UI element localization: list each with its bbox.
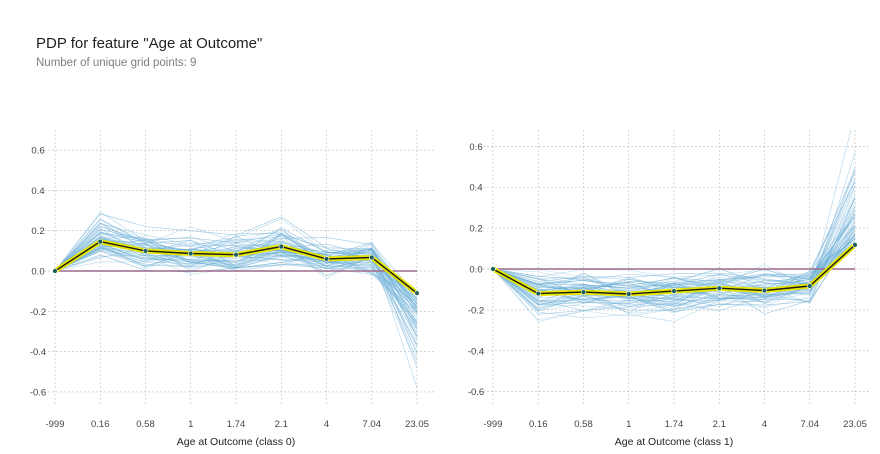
pdp-point xyxy=(761,287,768,294)
y-tick-label: 0.6 xyxy=(31,146,44,157)
x-axis-label: Age at Outcome (class 1) xyxy=(615,436,733,448)
ice-line xyxy=(54,238,418,322)
x-tick-label: 1 xyxy=(188,419,193,430)
chart-title: PDP for feature "Age at Outcome" xyxy=(36,35,263,52)
x-tick-label: 7.04 xyxy=(363,419,382,430)
x-tick-label: 2.1 xyxy=(275,419,288,430)
ice-line xyxy=(54,245,418,325)
ice-line xyxy=(54,223,418,308)
y-tick-label: 0.4 xyxy=(31,186,44,197)
x-tick-label: 0.16 xyxy=(91,419,110,430)
ice-line xyxy=(492,220,856,311)
x-tick-label: 0.58 xyxy=(574,419,593,430)
y-tick-label: 0.6 xyxy=(469,142,482,153)
ice-line xyxy=(54,244,418,310)
pdp-point xyxy=(414,290,420,296)
ice-line xyxy=(492,227,856,311)
ice-line xyxy=(54,236,418,311)
y-tick-label: 0.2 xyxy=(469,224,482,235)
x-tick-label: 1 xyxy=(626,419,631,430)
ice-line xyxy=(492,181,856,296)
ice-line xyxy=(492,171,856,293)
x-tick-label: 4 xyxy=(762,419,767,430)
ice-line xyxy=(54,234,418,342)
ice-line xyxy=(492,215,856,294)
pdp-point xyxy=(188,250,194,257)
x-tick-label: 2.1 xyxy=(713,419,726,430)
ice-line xyxy=(492,167,856,309)
y-tick-label: -0.2 xyxy=(30,307,46,318)
ice-lines xyxy=(52,211,420,388)
ice-line xyxy=(492,225,856,303)
y-tick-label: -0.2 xyxy=(468,305,484,316)
pdp-point xyxy=(278,243,284,250)
x-tick-label: 0.16 xyxy=(529,419,548,430)
y-tick-label: -0.6 xyxy=(30,387,46,398)
ice-line xyxy=(54,232,418,305)
y-tick-label: -0.6 xyxy=(468,387,484,398)
ice-line xyxy=(492,198,856,323)
y-tick-label: -0.4 xyxy=(30,347,46,358)
x-tick-label: 23.05 xyxy=(843,419,867,430)
x-tick-label: 1.74 xyxy=(665,419,684,430)
x-tick-label: -999 xyxy=(45,419,64,430)
pdp-point xyxy=(716,285,722,291)
pdp-point xyxy=(369,254,375,261)
pdp-panel-1: -0.6 -0.4 -0.2 0.0 0.2 0.4 0.6 -999 0.16 0.58 1 1.7… xyxy=(468,130,870,448)
y-tick-label: -0.4 xyxy=(468,346,484,357)
y-tick-label: 0.2 xyxy=(31,226,44,237)
ice-line xyxy=(492,238,856,295)
x-tick-label: -999 xyxy=(483,419,502,430)
pdp-point xyxy=(580,289,587,295)
y-tick-label: 0.4 xyxy=(469,183,482,194)
y-tick-label: 0.0 xyxy=(469,265,482,276)
x-tick-label: 23.05 xyxy=(405,419,429,430)
x-tick-label: 1.74 xyxy=(227,419,246,430)
y-tick-label: 0.0 xyxy=(31,267,44,278)
ice-line xyxy=(54,213,418,323)
pdp-point xyxy=(97,238,103,245)
pdp-point xyxy=(852,242,858,248)
ice-line xyxy=(492,197,856,313)
ice-line xyxy=(54,222,418,304)
ice-line xyxy=(492,229,856,308)
ice-lines xyxy=(490,130,858,323)
pdp-point xyxy=(52,268,58,274)
ice-line xyxy=(54,222,418,295)
ice-line xyxy=(492,242,856,308)
pdp-point xyxy=(323,256,330,262)
ice-line xyxy=(54,245,418,309)
ice-line xyxy=(492,238,856,293)
pdp-point xyxy=(233,252,239,258)
ice-line xyxy=(492,180,856,296)
pdp-point xyxy=(142,248,149,254)
pdp-point xyxy=(490,266,496,272)
pdp-panel-0: -0.6 -0.4 -0.2 0.0 0.2 0.4 0.6 -999 0.16 0.58 1 1.7… xyxy=(30,130,435,448)
chart-subtitle: Number of unique grid points: 9 xyxy=(36,57,197,69)
pdp-point xyxy=(535,290,541,297)
x-tick-label: 0.58 xyxy=(136,419,155,430)
x-axis-label: Age at Outcome (class 0) xyxy=(177,436,295,448)
ice-line xyxy=(492,185,856,321)
pdp-point xyxy=(671,288,677,294)
ice-line xyxy=(492,212,856,312)
ice-line xyxy=(492,232,856,303)
pdp-point xyxy=(626,291,632,297)
x-tick-label: 4 xyxy=(324,419,329,430)
ice-line xyxy=(492,242,856,296)
x-tick-label: 7.04 xyxy=(801,419,820,430)
pdp-point xyxy=(807,283,813,289)
ice-line xyxy=(492,130,852,314)
